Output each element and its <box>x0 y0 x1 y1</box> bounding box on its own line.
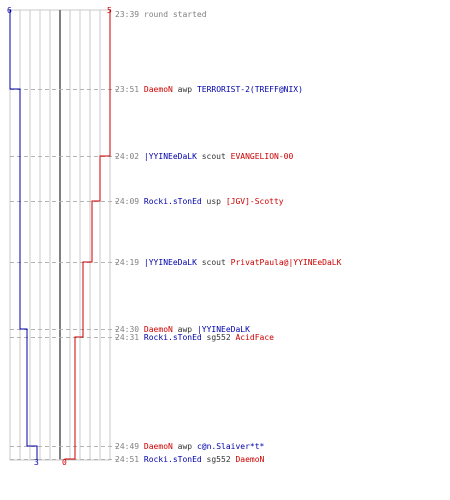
victim-name: DaemoN <box>235 455 265 464</box>
event-message: round started <box>143 10 207 19</box>
event-row: 24:31 Rocki.sTonEd sg552 AcidFace <box>115 333 274 343</box>
killer-name: Rocki.sTonEd <box>143 455 202 464</box>
event-row: 24:30 DaemoN awp |YYINEeDaLK <box>115 325 250 335</box>
weapon-name: usp <box>206 197 221 206</box>
victim-name: |YYINEeDaLK <box>196 325 250 334</box>
killer-name: |YYINEeDaLK <box>143 258 197 267</box>
killer-name: DaemoN <box>143 442 173 451</box>
t-alive-step-line <box>64 10 111 460</box>
event-time: 24:19 <box>115 258 140 267</box>
event-time: 24:02 <box>115 152 140 161</box>
victim-name: AcidFace <box>235 333 274 342</box>
weapon-name: sg552 <box>206 333 231 342</box>
event-row: 23:39 round started <box>115 10 207 20</box>
weapon-name: awp <box>177 442 193 451</box>
event-row: 24:49 DaemoN awp c@n.Slaiver*t* <box>115 442 264 452</box>
event-time: 24:31 <box>115 333 140 342</box>
weapon-name: awp <box>177 325 193 334</box>
weapon-name: scout <box>201 258 226 267</box>
event-row: 24:19 |YYINEeDaLK scout PrivatPaula@|YYI… <box>115 258 341 268</box>
event-time: 23:39 <box>115 10 140 19</box>
event-time: 24:51 <box>115 455 140 464</box>
event-time: 24:49 <box>115 442 140 451</box>
event-time: 24:30 <box>115 325 140 334</box>
ct-start-count: 6 <box>7 6 12 15</box>
event-time: 24:09 <box>115 197 140 206</box>
ct-end-count: 3 <box>34 458 39 467</box>
event-row: 24:02 |YYINEeDaLK scout EVANGELION-00 <box>115 152 293 162</box>
weapon-name: scout <box>201 152 226 161</box>
victim-name: TERRORIST-2(TREFF@NIX) <box>196 85 303 94</box>
victim-name: [JGV]-Scotty <box>225 197 284 206</box>
t-start-count: 5 <box>107 6 112 15</box>
t-end-count: 0 <box>62 458 67 467</box>
killer-name: DaemoN <box>143 85 173 94</box>
weapon-name: awp <box>177 85 193 94</box>
killer-name: |YYINEeDaLK <box>143 152 197 161</box>
event-row: 23:51 DaemoN awp TERRORIST-2(TREFF@NIX) <box>115 85 303 95</box>
victim-name: c@n.Slaiver*t* <box>196 442 265 451</box>
ct-alive-step-line <box>9 10 38 460</box>
victim-name: EVANGELION-00 <box>230 152 294 161</box>
killer-name: DaemoN <box>143 325 173 334</box>
killer-name: Rocki.sTonEd <box>143 197 202 206</box>
event-row: 24:51 Rocki.sTonEd sg552 DaemoN <box>115 455 264 465</box>
killer-name: Rocki.sTonEd <box>143 333 202 342</box>
weapon-name: sg552 <box>206 455 231 464</box>
event-row: 24:09 Rocki.sTonEd usp [JGV]-Scotty <box>115 197 284 207</box>
event-time: 23:51 <box>115 85 140 94</box>
victim-name: PrivatPaula@|YYINEeDaLK <box>230 258 342 267</box>
